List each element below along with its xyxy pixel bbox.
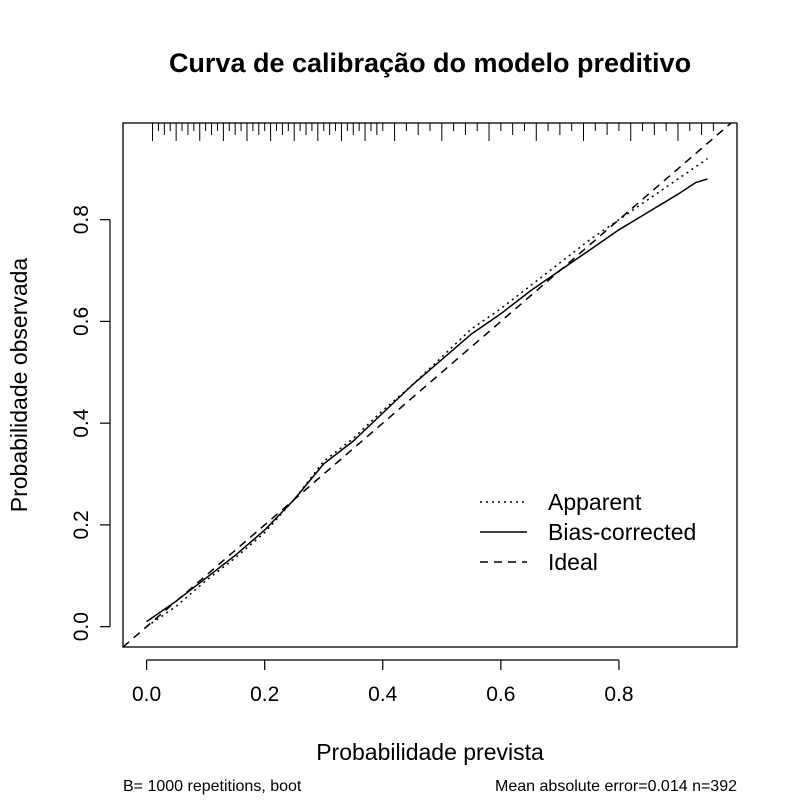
x-tick-label: 0.2 xyxy=(250,683,279,706)
legend: Apparent Bias-corrected Ideal xyxy=(480,489,696,575)
x-axis: 0.0 0.2 0.4 0.6 0.8 xyxy=(132,659,634,706)
x-tick-label: 0.6 xyxy=(486,683,515,706)
x-tick-label: 0.0 xyxy=(132,683,161,706)
x-tick-label: 0.4 xyxy=(368,683,398,706)
footer-right: Mean absolute error=0.014 n=392 xyxy=(495,778,737,795)
legend-label: Bias-corrected xyxy=(548,519,696,545)
y-axis: 0.0 0.2 0.4 0.6 0.8 xyxy=(70,205,111,641)
series-apparent xyxy=(146,157,708,628)
y-tick-label: 0.4 xyxy=(70,408,93,438)
y-tick-label: 0.0 xyxy=(70,612,93,641)
chart-title: Curva de calibração do modelo preditivo xyxy=(169,48,691,78)
plot-frame xyxy=(122,122,738,648)
footer-left: B= 1000 repetitions, boot xyxy=(123,778,302,795)
series-bias-corrected xyxy=(146,178,708,623)
legend-label: Ideal xyxy=(548,549,598,575)
y-tick-label: 0.8 xyxy=(70,205,93,234)
y-tick-label: 0.2 xyxy=(70,510,93,539)
x-tick-label: 0.8 xyxy=(604,683,633,706)
x-axis-label: Probabilidade prevista xyxy=(316,739,544,765)
y-tick-label: 0.6 xyxy=(70,307,93,336)
rug-ticks xyxy=(152,123,714,141)
y-axis-label: Probabilidade observada xyxy=(6,258,32,513)
legend-label: Apparent xyxy=(548,489,642,515)
series-layer xyxy=(122,122,732,648)
series-ideal xyxy=(122,122,732,648)
